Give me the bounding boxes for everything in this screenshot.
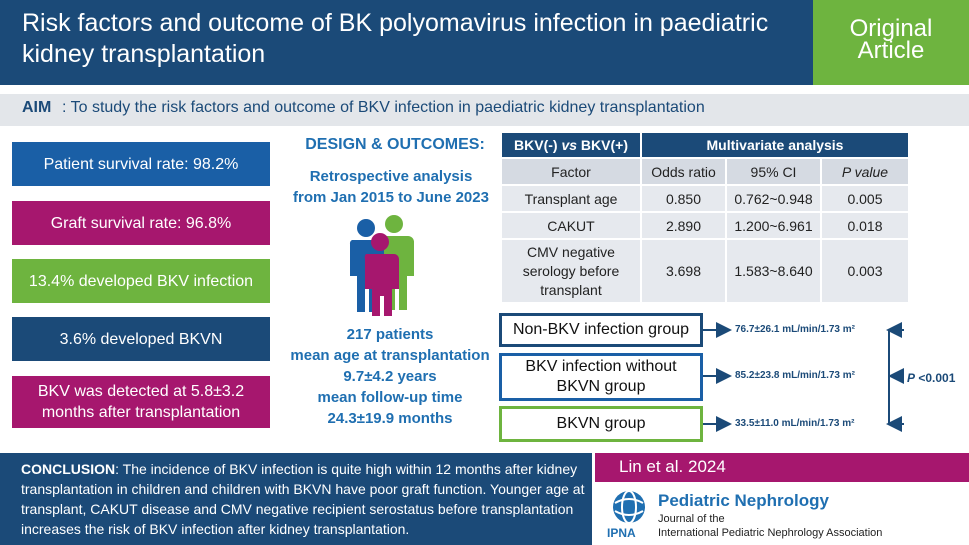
stat-bkv-infection: 13.4% developed BKV infection xyxy=(12,259,270,303)
gfr-non-bkv: 76.7±26.1 mL/min/1.73 m² xyxy=(735,324,855,335)
patient-summary: 217 patients mean age at transplantation… xyxy=(290,326,490,427)
header-banner: Risk factors and outcome of BK polyomavi… xyxy=(0,0,813,85)
table-row: CAKUT 2.890 1.200~6.961 0.018 xyxy=(500,211,910,240)
journal-block: IPNA Pediatric Nephrology Journal of the… xyxy=(595,482,969,545)
design-description: Retrospective analysis from Jan 2015 to … xyxy=(293,168,489,206)
col-odds-ratio: Odds ratio xyxy=(640,157,727,186)
group-non-bkv: Non-BKV infection group xyxy=(499,313,703,347)
conclusion-text: : The incidence of BKV infection is quit… xyxy=(21,461,585,537)
stat-bkvn: 3.6% developed BKVN xyxy=(12,317,270,361)
globe-logo-icon xyxy=(613,490,645,524)
journal-subtitle-2: International Pediatric Nephrology Assoc… xyxy=(658,527,883,539)
col-factor: Factor xyxy=(500,157,642,186)
conclusion-panel: CONCLUSION: The incidence of BKV infecti… xyxy=(0,453,592,545)
table-row: Transplant age 0.850 0.762~0.948 0.005 xyxy=(500,184,910,213)
aim-label: AIM xyxy=(22,99,52,116)
multivariate-table: BKV(-) vs BKV(+) Multivariate analysis F… xyxy=(500,131,910,304)
table-row: CMV negative serology before transplant … xyxy=(500,238,910,304)
author-citation: Lin et al. 2024 xyxy=(619,457,726,476)
stat-graft-survival: Graft survival rate: 96.8% xyxy=(12,201,270,245)
group-bkv-without-bkvn: BKV infection without BKVN group xyxy=(499,353,703,401)
conclusion-label: CONCLUSION xyxy=(21,461,116,477)
page-title: Risk factors and outcome of BK polyomavi… xyxy=(22,9,769,68)
group-bkvn: BKVN group xyxy=(499,406,703,442)
badge-line-1: Original xyxy=(849,15,933,42)
journal-subtitle-1: Journal of the xyxy=(658,513,725,525)
article-type-badge: Original Article xyxy=(813,0,969,85)
col-ci: 95% CI xyxy=(725,157,822,186)
journal-title: Pediatric Nephrology xyxy=(658,491,829,510)
col-pvalue: P value xyxy=(820,157,910,186)
gfr-bkv-without-bkvn: 85.2±23.8 mL/min/1.73 m² xyxy=(735,370,855,381)
design-title: DESIGN & OUTCOMES: xyxy=(305,136,485,153)
stat-bkv-detection: BKV was detected at 5.8±3.2 months after… xyxy=(12,376,270,428)
gfr-bkvn: 33.5±11.0 mL/min/1.73 m² xyxy=(735,418,855,429)
analysis-header: Multivariate analysis xyxy=(640,131,910,159)
group-pvalue: P <0.001 xyxy=(907,371,956,385)
stat-patient-survival: Patient survival rate: 98.2% xyxy=(12,142,270,186)
comparison-header: BKV(-) vs BKV(+) xyxy=(500,131,642,159)
author-bar: Lin et al. 2024 xyxy=(595,453,969,482)
aim-bar: AIM : To study the risk factors and outc… xyxy=(0,94,969,126)
aim-text: : To study the risk factors and outcome … xyxy=(62,99,705,116)
people-group-icon xyxy=(349,215,414,316)
badge-line-2: Article xyxy=(857,37,925,64)
org-label: IPNA xyxy=(607,526,636,540)
